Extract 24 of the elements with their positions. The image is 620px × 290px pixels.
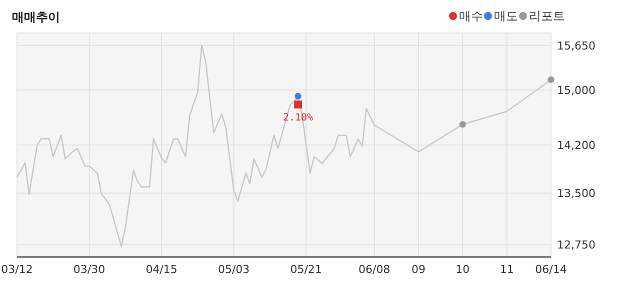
point [294,92,302,100]
x-tick-label: 05/03 [218,263,250,276]
y-tick-label: 15,650 [557,39,596,52]
x-tick-label: 03/12 [1,263,33,276]
x-tick-label: 05/21 [290,263,322,276]
x-tick-label: 06/08 [358,263,390,276]
legend-label: 매수 [459,9,483,23]
x-tick-label: 09 [412,263,426,276]
legend-label: 매도 [494,9,518,23]
x-tick-label: 06/14 [535,263,567,276]
point [459,121,466,128]
point [294,100,302,108]
legend-label: 리포트 [529,9,565,23]
y-tick-label: 13,500 [557,187,596,200]
y-tick-label: 14,200 [557,139,596,152]
y-tick-label: 12,750 [557,238,596,252]
x-tick-label: 03/30 [73,263,106,276]
chart-title: 매매추이 [12,10,60,24]
y-tick-label: 15,000 [557,84,596,98]
x-tick-label: 10 [456,263,470,276]
x-tick-label: 11 [500,263,514,276]
annotation: 2.10% [283,112,314,124]
point [548,76,554,84]
x-tick-label: 04/15 [146,263,178,276]
